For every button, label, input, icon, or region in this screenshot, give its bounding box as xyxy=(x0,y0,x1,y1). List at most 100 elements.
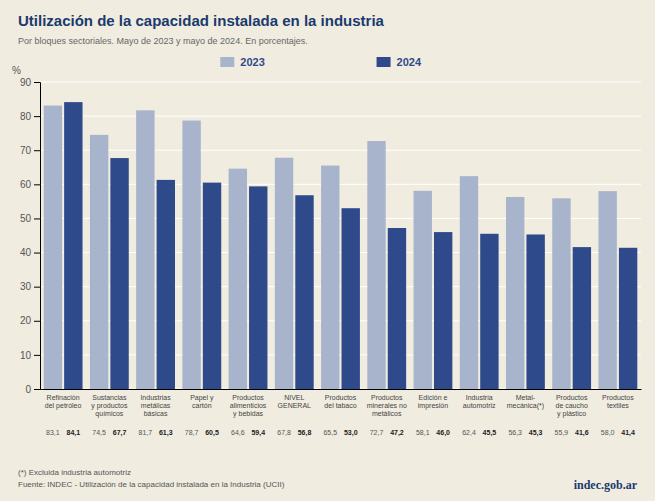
grid-line xyxy=(40,354,641,355)
grid-line xyxy=(40,320,641,321)
x-tick-label: Papel ycartón xyxy=(190,394,214,409)
x-tick-label: Sustanciasy productosquímicos xyxy=(91,394,128,418)
y-tick-label: 70 xyxy=(20,145,32,156)
data-label: 56,8 xyxy=(298,429,312,437)
grid-line xyxy=(40,184,641,185)
grid-line xyxy=(40,286,641,287)
bar xyxy=(44,106,62,389)
bar xyxy=(229,169,247,389)
x-tick: Metal-mecánica(*) xyxy=(507,389,544,410)
data-label: 62,4 xyxy=(462,429,476,436)
data-label: 41,6 xyxy=(575,429,589,437)
y-tick-label: 40 xyxy=(20,247,32,258)
bar xyxy=(552,198,570,389)
bar xyxy=(157,180,175,389)
bar xyxy=(110,158,128,389)
y-tick-mark xyxy=(34,389,40,390)
y-tick-label: 60 xyxy=(20,179,32,190)
y-tick-mark xyxy=(34,150,40,151)
data-label: 74,5 xyxy=(92,429,106,436)
legend-label: 2024 xyxy=(397,56,422,68)
y-tick-label: 10 xyxy=(20,350,32,361)
x-tick-label: Productostextiles xyxy=(602,394,634,409)
x-tick: Sustanciasy productosquímicos xyxy=(91,389,128,418)
y-tick-label: 20 xyxy=(20,315,32,326)
bar xyxy=(203,183,221,389)
bars xyxy=(44,102,638,389)
legend-label: 2023 xyxy=(240,56,264,68)
y-tick-label: 90 xyxy=(20,77,32,88)
data-label: 67,8 xyxy=(277,429,291,436)
bar xyxy=(388,228,406,389)
series xyxy=(64,102,637,389)
background xyxy=(0,0,655,501)
grid-line xyxy=(40,82,641,83)
y-tick: 50 xyxy=(20,213,40,224)
x-axis-line xyxy=(41,389,642,390)
y-tick-label: 0 xyxy=(25,384,31,395)
data-label: 61,3 xyxy=(159,429,173,437)
annotation: (*) Excluida industria automotriz xyxy=(18,468,131,477)
data-label: 58,1 xyxy=(416,429,430,436)
grid-line xyxy=(40,150,641,151)
grid xyxy=(40,82,641,389)
x-axis: Refinacióndel petróleoSustanciasy produc… xyxy=(41,389,642,418)
x-tick: Edición eimpresión xyxy=(418,389,448,410)
bar xyxy=(136,110,154,389)
bar xyxy=(414,191,432,389)
x-tick: Industriaautomotriz xyxy=(463,389,496,409)
data-label: 78,7 xyxy=(185,429,199,436)
subtitle: Por bloques sectoriales. Mayo de 2023 y … xyxy=(18,36,308,46)
x-tick-label: Productosalimenticiosy bebidas xyxy=(230,394,267,418)
legend-swatch xyxy=(377,57,391,67)
x-tick-label: Metal-mecánica(*) xyxy=(507,394,544,410)
y-tick-label: 80 xyxy=(20,111,32,122)
data-label: 56,3 xyxy=(508,429,522,436)
data-label: 55,9 xyxy=(555,429,569,436)
x-tick-label: Industriaautomotriz xyxy=(463,394,496,409)
y-tick: 40 xyxy=(20,247,40,258)
y-tick-mark xyxy=(34,82,40,83)
y-tick: 70 xyxy=(20,145,40,156)
y-tick: 20 xyxy=(20,315,40,326)
x-tick-label: Industriasmetálicasbásicas xyxy=(140,394,171,417)
data-label: 46,0 xyxy=(436,429,450,437)
x-tick: NIVELGENERAL xyxy=(278,389,312,409)
legend-swatch xyxy=(220,57,234,67)
data-label: 83,1 xyxy=(46,429,60,436)
x-tick-label: Productosde cauchoy plástico xyxy=(555,394,587,418)
data-label: 60,5 xyxy=(205,429,219,437)
data-label: 72,7 xyxy=(370,429,384,436)
data-label: 65,5 xyxy=(323,429,337,436)
y-tick: 90 xyxy=(20,77,40,88)
x-tick-label: Productosdel tabaco xyxy=(324,394,356,409)
y-tick: 30 xyxy=(20,281,40,292)
bar xyxy=(295,195,313,389)
plot: 0 10 20 30 40 50 60 70 80 90% Refinacióndel petról… xyxy=(12,65,642,437)
grid-line xyxy=(40,218,641,219)
bar xyxy=(321,166,339,389)
x-tick: Productosdel tabaco xyxy=(324,389,356,409)
grid-line xyxy=(40,116,641,117)
y-axis: 0 10 20 30 40 50 60 70 80 90 xyxy=(20,77,41,395)
bar xyxy=(182,121,200,389)
bar xyxy=(64,102,82,389)
data-label: 45,5 xyxy=(483,429,497,437)
bar xyxy=(342,208,360,389)
bar xyxy=(367,141,385,389)
y-tick-mark xyxy=(34,287,40,288)
x-tick-label: Edición eimpresión xyxy=(418,394,448,410)
title: Utilización de la capacidad instalada en… xyxy=(18,12,385,29)
data-label: 47,2 xyxy=(390,429,404,437)
data-label: 45,3 xyxy=(529,429,543,437)
legend: 2023 2024 xyxy=(220,56,422,68)
y-axis-title: % xyxy=(12,65,21,76)
x-tick: Productosminerales nometálicos xyxy=(367,389,407,417)
x-tick-label: Productosminerales nometálicos xyxy=(367,394,407,417)
y-tick-mark xyxy=(34,218,40,219)
data-label: 81,7 xyxy=(139,429,153,436)
data-label: 67,7 xyxy=(113,429,127,437)
y-tick: 60 xyxy=(20,179,40,190)
data-label: 41,4 xyxy=(621,429,635,437)
legend-item: 2023 xyxy=(220,56,264,68)
